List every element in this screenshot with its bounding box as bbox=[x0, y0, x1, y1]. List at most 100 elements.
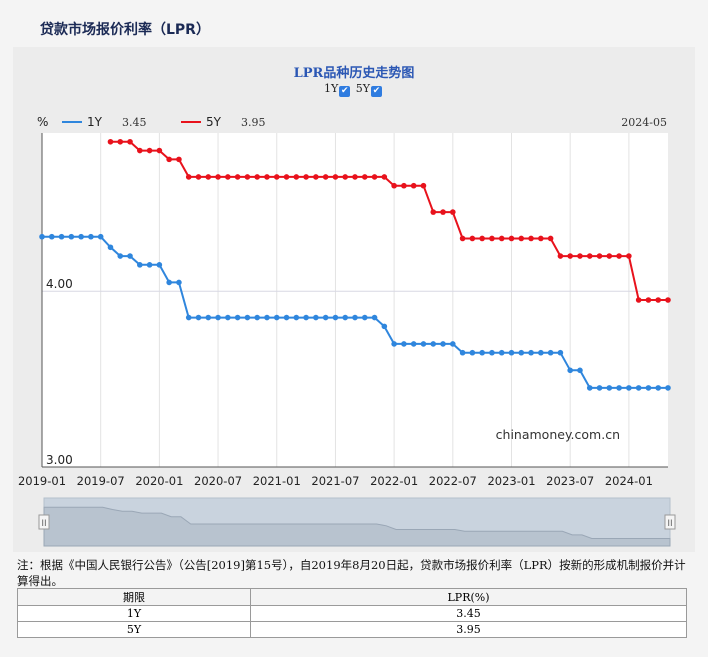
data-point-5y bbox=[547, 235, 554, 242]
data-point-1y bbox=[606, 385, 613, 391]
x-tick-label: 2024-01 bbox=[605, 474, 653, 488]
data-point-1y bbox=[303, 314, 309, 321]
data-point-5y bbox=[450, 209, 456, 215]
latest-date-label: 2024-05 bbox=[621, 116, 667, 129]
toggle-5y-label: 5Y bbox=[355, 82, 371, 95]
data-point-1y bbox=[137, 262, 143, 268]
range-slider-handle-left[interactable]: II bbox=[38, 514, 50, 530]
table-cell-rate: 3.95 bbox=[250, 621, 687, 638]
data-point-5y bbox=[313, 174, 319, 180]
data-point-5y bbox=[352, 174, 358, 180]
table-cell-term: 5Y bbox=[16, 621, 252, 638]
data-point-1y bbox=[156, 262, 163, 268]
legend-value-1y: 3.45 bbox=[122, 116, 147, 129]
data-point-1y bbox=[410, 341, 417, 347]
data-point-1y bbox=[557, 349, 564, 356]
data-point-1y bbox=[166, 279, 172, 286]
data-point-5y bbox=[596, 253, 603, 259]
x-tick-label: 2021-07 bbox=[311, 474, 359, 488]
data-point-5y bbox=[635, 297, 642, 303]
data-point-5y bbox=[342, 174, 349, 180]
data-point-5y bbox=[273, 174, 280, 180]
legend-name-5y: 5Y bbox=[206, 115, 222, 129]
table-row: 5Y 3.95 bbox=[16, 621, 687, 638]
data-point-1y bbox=[254, 314, 260, 321]
data-point-1y bbox=[420, 341, 427, 347]
data-point-1y bbox=[586, 385, 593, 391]
data-point-1y bbox=[665, 385, 671, 391]
lpr-line-chart: 4.00 3.00 2019-01 2019-07 2020-01 2020-07 2021… bbox=[18, 115, 676, 547]
legend-value-5y: 3.95 bbox=[241, 116, 266, 129]
checkbox-5y[interactable]: ✔ bbox=[371, 86, 383, 97]
data-point-1y bbox=[381, 323, 388, 330]
data-point-1y bbox=[645, 385, 652, 391]
data-point-5y bbox=[489, 235, 495, 242]
data-point-5y bbox=[264, 174, 270, 180]
data-point-5y bbox=[606, 253, 613, 259]
data-point-5y bbox=[616, 253, 622, 259]
data-point-5y bbox=[401, 182, 407, 189]
y-tick-label: 4.00 bbox=[46, 277, 73, 291]
data-point-5y bbox=[371, 174, 378, 180]
watermark: chinamoney.com.cn bbox=[496, 427, 620, 442]
data-point-1y bbox=[185, 314, 192, 321]
data-point-5y bbox=[176, 156, 182, 163]
data-point-1y bbox=[78, 233, 84, 240]
range-handle-grip: II bbox=[667, 519, 672, 529]
x-tick-label: 2022-07 bbox=[429, 474, 477, 488]
range-handle-grip: II bbox=[41, 519, 46, 529]
data-point-1y bbox=[215, 314, 221, 321]
x-tick-label: 2020-07 bbox=[194, 474, 242, 488]
data-point-1y bbox=[430, 341, 437, 347]
data-point-1y bbox=[489, 349, 495, 356]
data-point-5y bbox=[508, 235, 515, 242]
data-point-1y bbox=[146, 262, 153, 268]
data-point-5y bbox=[332, 174, 339, 180]
toggle-1y-label: 1Y bbox=[323, 82, 339, 95]
data-point-1y bbox=[234, 314, 241, 321]
data-point-5y bbox=[655, 297, 662, 303]
data-point-1y bbox=[508, 349, 515, 356]
data-point-1y bbox=[117, 253, 124, 259]
page-title: 贷款市场报价利率（LPR） bbox=[40, 22, 210, 38]
data-point-5y bbox=[420, 182, 427, 189]
data-point-5y bbox=[459, 235, 466, 242]
data-point-1y bbox=[48, 233, 55, 240]
data-point-1y bbox=[293, 314, 300, 321]
data-point-1y bbox=[332, 314, 339, 321]
data-point-5y bbox=[283, 174, 290, 180]
data-point-1y bbox=[616, 385, 622, 391]
data-point-5y bbox=[567, 253, 573, 259]
data-point-5y bbox=[303, 174, 309, 180]
data-point-5y bbox=[430, 209, 437, 215]
data-point-5y bbox=[557, 253, 564, 259]
data-point-1y bbox=[88, 233, 94, 240]
data-point-1y bbox=[596, 385, 603, 391]
data-point-1y bbox=[518, 349, 525, 356]
data-point-1y bbox=[195, 314, 202, 321]
data-point-1y bbox=[244, 314, 251, 321]
data-point-1y bbox=[39, 233, 45, 240]
data-point-1y bbox=[283, 314, 290, 321]
x-tick-label: 2023-01 bbox=[487, 474, 535, 488]
data-point-1y bbox=[450, 341, 456, 347]
data-point-5y bbox=[440, 209, 446, 215]
data-point-5y bbox=[185, 174, 192, 180]
table-header-rate: LPR(%) bbox=[250, 588, 687, 606]
checkbox-1y[interactable]: ✔ bbox=[339, 86, 351, 97]
data-point-1y bbox=[225, 314, 231, 321]
range-slider-handle-right[interactable]: II bbox=[664, 514, 676, 530]
data-point-1y bbox=[68, 233, 75, 240]
series-toggles: 1Y ✔ 5Y ✔ bbox=[0, 82, 708, 97]
x-tick-label: 2022-01 bbox=[370, 474, 418, 488]
footnote: 注：根据《中国人民银行公告》（公告[2019]第15号），自2019年8月20日… bbox=[17, 558, 686, 588]
data-point-5y bbox=[254, 174, 260, 180]
data-point-5y bbox=[577, 253, 583, 259]
range-slider-series bbox=[43, 506, 671, 547]
table-cell-term: 1Y bbox=[16, 605, 252, 622]
data-point-1y bbox=[655, 385, 662, 391]
data-point-5y bbox=[498, 235, 505, 242]
data-point-5y bbox=[479, 235, 485, 242]
data-point-5y bbox=[410, 182, 417, 189]
data-point-1y bbox=[459, 349, 466, 356]
